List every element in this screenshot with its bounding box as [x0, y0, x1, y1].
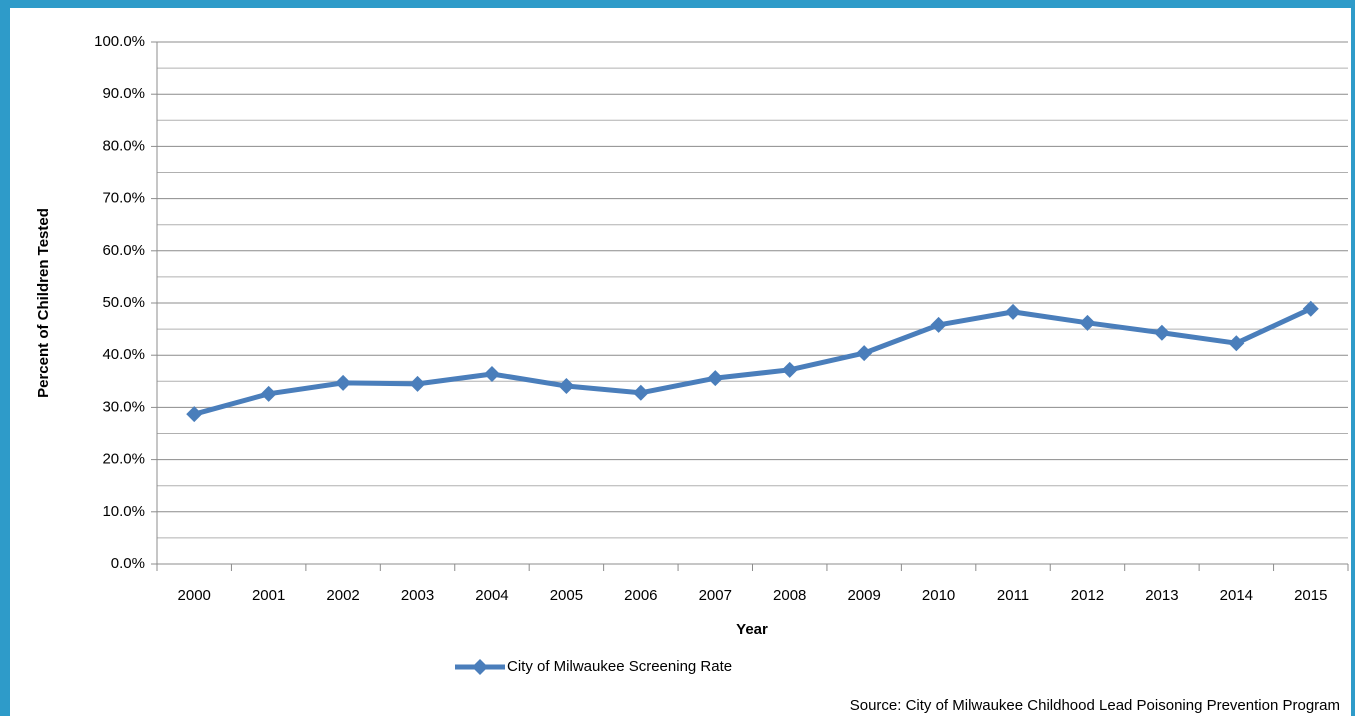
data-point	[856, 345, 873, 362]
legend-swatch-marker	[472, 659, 488, 675]
x-tick-label: 2008	[773, 587, 806, 604]
source-note: Source: City of Milwaukee Childhood Lead…	[850, 697, 1340, 714]
data-point	[409, 375, 426, 392]
legend-label: City of Milwaukee Screening Rate	[507, 658, 732, 675]
y-tick-label: 30.0%	[102, 398, 145, 415]
y-tick-label: 50.0%	[102, 294, 145, 311]
x-tick-label: 2005	[550, 587, 583, 604]
x-tick-label: 2014	[1220, 587, 1253, 604]
x-tick-label: 2011	[997, 587, 1029, 604]
series-line	[193, 306, 1312, 417]
x-tick-label: 2007	[699, 587, 732, 604]
y-tick-label: 10.0%	[102, 503, 145, 520]
data-point	[1005, 303, 1022, 320]
x-tick-label: 2013	[1145, 587, 1178, 604]
data-point	[483, 365, 500, 382]
chart-frame	[10, 8, 1351, 716]
data-point	[1302, 300, 1319, 317]
y-tick-label: 80.0%	[102, 137, 145, 154]
data-point	[781, 361, 798, 378]
data-point	[1079, 314, 1096, 331]
x-tick-label: 2009	[847, 587, 880, 604]
data-point	[1153, 324, 1170, 341]
data-point	[707, 370, 724, 387]
x-tick-label: 2010	[922, 587, 955, 604]
data-point	[930, 316, 947, 333]
y-tick-label: 60.0%	[102, 242, 145, 259]
y-tick-label: 90.0%	[102, 85, 145, 102]
y-axis-title: Percent of Children Tested	[35, 208, 52, 398]
x-tick-label: 2004	[475, 587, 508, 604]
x-tick-label: 2006	[624, 587, 657, 604]
x-tick-label: 2015	[1294, 587, 1327, 604]
x-tick-label: 2003	[401, 587, 434, 604]
y-tick-label: 100.0%	[94, 33, 145, 50]
y-tick-label: 70.0%	[102, 190, 145, 207]
x-tick-label: 2002	[326, 587, 359, 604]
x-tick-label: 2001	[252, 587, 285, 604]
x-tick-label: 2000	[178, 587, 211, 604]
x-tick-label: 2012	[1071, 587, 1104, 604]
data-point	[260, 385, 277, 402]
data-point	[558, 377, 575, 394]
y-tick-label: 20.0%	[102, 451, 145, 468]
data-point	[1228, 335, 1245, 352]
data-point	[335, 374, 352, 391]
y-tick-label: 40.0%	[102, 346, 145, 363]
x-axis-title: Year	[736, 621, 768, 638]
data-point	[186, 406, 203, 423]
y-tick-label: 0.0%	[111, 555, 145, 572]
data-point	[632, 384, 649, 401]
